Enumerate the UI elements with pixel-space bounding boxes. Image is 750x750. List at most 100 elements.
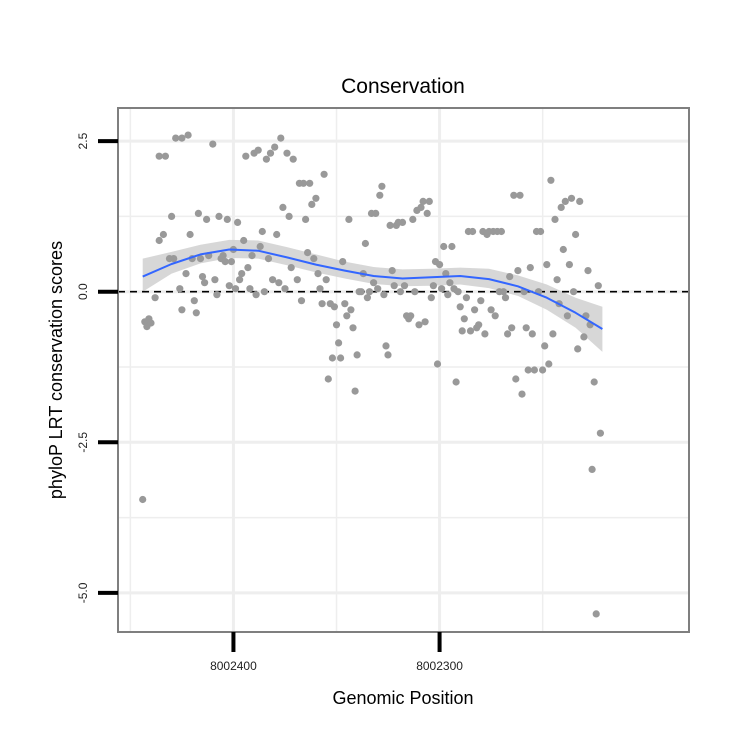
data-point-17 [182,270,190,278]
data-point-134 [427,294,435,302]
data-point-149 [458,327,466,335]
y-tick-label-0: 2.5 [76,132,90,149]
scatter-points [139,131,605,618]
data-point-78 [312,194,320,202]
data-point-9 [161,152,169,160]
data-point-140 [440,242,448,251]
data-point-132 [423,209,431,217]
data-point-121 [400,282,409,290]
data-point-158 [477,297,485,305]
data-point-74 [304,249,312,257]
data-point-7 [155,152,163,160]
data-point-52 [256,242,264,251]
data-point-56 [264,255,273,263]
data-point-81 [318,300,326,308]
data-point-35 [221,258,229,266]
data-point-200 [563,312,572,320]
data-point-111 [380,291,388,299]
data-point-109 [376,191,384,199]
data-point-146 [452,378,460,386]
data-point-54 [260,288,268,296]
y-axis: 2.5 0.0 -2.5 -5.0 [76,132,118,603]
data-point-139 [438,285,446,293]
data-point-160 [481,330,489,338]
data-point-26 [201,279,209,287]
data-point-171 [504,330,512,338]
data-point-4 [147,319,155,327]
data-point-40 [231,285,240,293]
data-point-212 [590,378,598,386]
data-point-151 [462,294,470,302]
data-point-59 [271,143,279,151]
data-point-5 [151,294,159,302]
data-point-96 [349,324,357,332]
data-point-174 [510,191,518,199]
data-point-178 [518,390,526,398]
data-point-72 [299,179,308,187]
data-point-37 [225,282,233,290]
data-point-94 [345,215,353,223]
data-point-58 [269,276,277,284]
data-point-102 [361,239,369,248]
data-point-69 [293,276,301,284]
plot-panel-border [117,107,690,633]
data-point-32 [215,212,223,220]
data-point-148 [456,303,464,311]
data-point-71 [297,297,306,305]
data-point-51 [254,146,262,154]
y-tick-label-2: -2.5 [76,432,90,453]
data-point-73 [302,215,310,223]
x-axis: 8002400 8002300 [210,632,463,673]
data-point-191 [545,360,553,368]
data-point-30 [211,276,219,284]
data-point-169 [499,288,508,296]
y-tick-label-3: -5.0 [76,582,90,603]
data-point-16 [178,134,186,142]
data-point-50 [252,291,260,299]
data-point-6 [155,236,163,245]
data-point-113 [384,351,392,359]
data-point-21 [190,297,198,305]
chart-title: Conservation [341,75,465,98]
data-point-206 [576,197,584,205]
data-point-11 [168,212,176,220]
data-point-157 [475,321,483,329]
data-point-193 [549,330,557,338]
data-point-41 [234,218,242,226]
data-point-92 [341,300,349,308]
data-point-202 [567,194,576,202]
data-point-31 [213,291,221,299]
data-point-114 [386,221,394,229]
data-point-22 [192,309,200,317]
data-point-23 [194,209,202,217]
data-point-173 [508,324,516,332]
data-point-27 [203,215,211,223]
data-point-141 [442,270,450,278]
data-point-170 [501,294,510,302]
data-point-154 [469,227,477,236]
data-point-214 [594,282,602,290]
data-point-190 [543,261,551,269]
data-point-147 [454,288,462,296]
data-point-128 [415,321,423,329]
data-point-57 [266,149,275,157]
data-point-95 [347,306,355,314]
data-point-172 [506,273,514,281]
data-point-104 [365,288,374,296]
x-tick-label-1: 8002300 [416,659,463,673]
data-point-87 [330,303,338,311]
data-point-163 [487,306,495,314]
data-point-46 [244,264,252,272]
data-point-60 [273,230,281,239]
data-point-126 [411,288,419,296]
data-point-98 [353,351,361,359]
data-point-197 [557,203,565,211]
data-point-211 [588,465,596,473]
data-point-61 [275,279,283,287]
gridlines [118,108,689,632]
data-point-79 [314,270,322,278]
data-point-48 [248,252,256,260]
data-point-153 [466,327,475,335]
plot-panel [118,108,689,632]
data-point-75 [306,179,314,187]
